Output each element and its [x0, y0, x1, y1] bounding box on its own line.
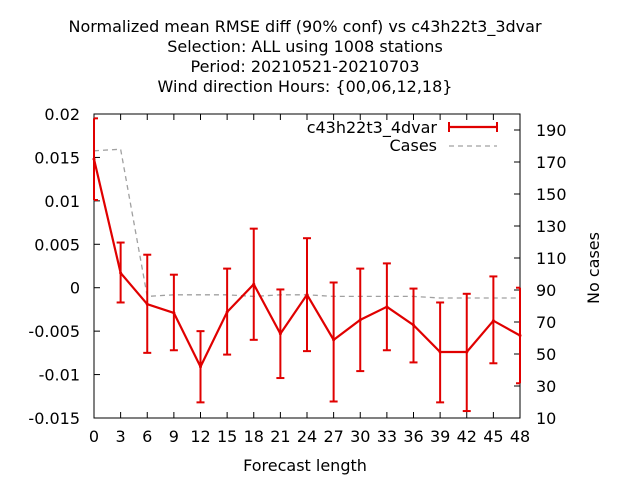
data-point: [332, 338, 336, 342]
y2-tick-label: 10: [536, 409, 556, 428]
legend-label-c43h22t3-4dvar: c43h22t3_4dvar: [307, 118, 438, 138]
x-tick-label: 15: [217, 427, 237, 446]
data-point: [305, 293, 309, 297]
series-layer: [92, 117, 522, 413]
y2-axis-label: No cases: [584, 232, 603, 304]
legend-label-cases: Cases: [390, 136, 438, 155]
y2-tick-label: 150: [536, 185, 567, 204]
x-tick-label: 6: [142, 427, 152, 446]
y2-tick-label: 90: [536, 281, 556, 300]
data-point: [438, 350, 442, 354]
data-point: [278, 332, 282, 336]
y-tick-label: -0.005: [28, 322, 80, 341]
x-tick-label: 39: [430, 427, 450, 446]
y-tick-label: 0.005: [34, 235, 80, 254]
title-line-4: Wind direction Hours: {00,06,12,18}: [158, 77, 453, 96]
x-tick-label: 3: [116, 427, 126, 446]
data-point: [119, 271, 123, 275]
x-tick-label: 9: [169, 427, 179, 446]
data-point: [385, 305, 389, 309]
data-point: [412, 323, 415, 327]
y-tick-label: 0.01: [44, 192, 80, 211]
y-tick-label: -0.01: [39, 366, 80, 385]
x-tick-label: 33: [377, 427, 397, 446]
x-tick-label: 18: [244, 427, 264, 446]
x-tick-label: 24: [297, 427, 317, 446]
x-tick-label: 27: [323, 427, 343, 446]
y-tick-label: 0.015: [34, 148, 80, 167]
x-axis-label: Forecast length: [243, 456, 367, 475]
data-point: [518, 333, 522, 337]
y2-tick-label: 70: [536, 313, 556, 332]
data-point: [491, 319, 495, 323]
y2-tick-label: 50: [536, 345, 556, 364]
data-point: [145, 302, 149, 306]
title-line-1: Normalized mean RMSE diff (90% conf) vs …: [68, 17, 541, 37]
data-point: [225, 310, 229, 314]
x-tick-label: 42: [457, 427, 477, 446]
data-point: [252, 282, 256, 286]
axis-ticks: -0.015-0.01-0.00500.0050.010.0150.021030…: [28, 105, 566, 446]
y-tick-label: -0.015: [28, 409, 80, 428]
y2-tick-label: 170: [536, 153, 567, 172]
x-tick-label: 21: [270, 427, 290, 446]
data-point: [172, 311, 176, 315]
title-line-3: Period: 20210521-20210703: [190, 57, 419, 76]
y-tick-label: 0.02: [44, 105, 80, 124]
y2-tick-label: 130: [536, 217, 567, 236]
x-tick-label: 12: [190, 427, 210, 446]
x-tick-label: 0: [89, 427, 99, 446]
x-tick-label: 30: [350, 427, 370, 446]
x-tick-label: 45: [483, 427, 503, 446]
y2-tick-label: 190: [536, 121, 567, 140]
x-tick-label: 36: [403, 427, 423, 446]
x-tick-label: 48: [510, 427, 530, 446]
data-point: [199, 365, 202, 369]
y2-tick-label: 30: [536, 377, 556, 396]
data-point: [465, 350, 469, 354]
data-point: [358, 318, 362, 322]
data-point: [92, 157, 96, 161]
title-line-2: Selection: ALL using 1008 stations: [167, 37, 443, 56]
y2-tick-label: 110: [536, 249, 567, 268]
chart-title: Normalized mean RMSE diff (90% conf) vs …: [68, 17, 541, 96]
y-tick-label: 0: [70, 279, 80, 298]
